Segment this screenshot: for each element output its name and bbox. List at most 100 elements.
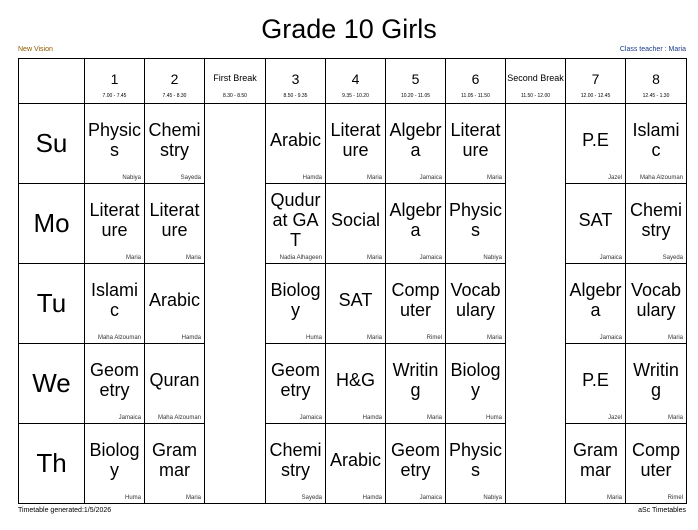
subject-name: Algebra (569, 279, 622, 320)
lesson-cell[interactable]: Writing Maria (625, 343, 687, 424)
lesson-cell[interactable]: Algebra Jamaica (565, 263, 626, 344)
lesson-cell[interactable]: Biology Huma (84, 423, 145, 504)
period-label: 4 (351, 71, 360, 87)
lesson-cell[interactable]: Grammar Maria (144, 423, 205, 504)
period-time: 7.45 - 8.30 (162, 93, 187, 99)
break-cell (204, 103, 266, 504)
teacher-name: Jazel (607, 415, 622, 421)
period-header: 5 10.20 - 11.05 (385, 58, 446, 104)
lesson-cell[interactable]: Literature Maria (325, 103, 386, 184)
period-header: 3 8.50 - 9.35 (265, 58, 326, 104)
subject-name: Geometry (89, 359, 140, 400)
lesson-cell[interactable]: SAT Jamaica (565, 183, 626, 264)
lesson-cell[interactable]: P.E Jazel (565, 103, 626, 184)
lesson-cell[interactable]: Vocabulary Maria (445, 263, 506, 344)
lesson-cell[interactable]: Literature Maria (144, 183, 205, 264)
day-label: Mo (18, 183, 85, 264)
subject-name: Chemistry (148, 119, 201, 160)
teacher-name: Maria (185, 255, 201, 261)
teacher-name: Nabiya (483, 255, 502, 261)
subject-name: Chemistry (269, 439, 322, 480)
lesson-cell[interactable]: Computer Rimel (385, 263, 446, 344)
period-label: 1 (110, 71, 119, 87)
lesson-cell[interactable]: Physics Nabiya (445, 423, 506, 504)
lesson-cell[interactable]: Geometry Jamaica (385, 423, 446, 504)
lesson-cell[interactable]: Biology Huma (265, 263, 326, 344)
lesson-cell[interactable]: Arabic Hamda (265, 103, 326, 184)
teacher-name: Huma (124, 495, 141, 501)
header-row: 1 7.00 - 7.45 2 7.45 - 8.30 First Break 8.30 … (18, 58, 687, 104)
day-label: We (18, 343, 85, 424)
subject-name: Qudurat GAT (270, 189, 321, 250)
teacher-name: Maria (667, 415, 683, 421)
lesson-cell[interactable]: P.E Jazel (565, 343, 626, 424)
day-label: Tu (18, 263, 85, 344)
lesson-cell[interactable]: H&G Hamda (325, 343, 386, 424)
lesson-cell[interactable]: Geometry Jamaica (265, 343, 326, 424)
subject-name: Arabic (329, 449, 382, 470)
lesson-cell[interactable]: Quran Maha Alzouman (144, 343, 205, 424)
subject-name: Literature (450, 119, 501, 160)
period-header: First Break 8.30 - 8.50 (204, 58, 266, 104)
subject-name: Literature (330, 119, 381, 160)
lesson-cell[interactable]: Arabic Hamda (144, 263, 205, 344)
day-row: Tu Islamic Maha Alzouman Arabic Hamda Biology… (18, 263, 687, 344)
lesson-cell[interactable]: Grammar Maria (565, 423, 626, 504)
teacher-name: Maria (606, 495, 622, 501)
lesson-cell[interactable]: Islamic Maha Alzouman (84, 263, 145, 344)
lesson-cell[interactable]: Arabic Hamda (325, 423, 386, 504)
lesson-cell[interactable]: Literature Maria (84, 183, 145, 264)
period-time: 10.20 - 11.05 (400, 93, 431, 99)
lesson-cell[interactable]: Computer Rimel (625, 423, 687, 504)
period-label: 7 (591, 71, 600, 87)
lesson-cell[interactable]: Vocabulary Maria (625, 263, 687, 344)
teacher-name: Nabiya (122, 175, 141, 181)
teacher-name: Maria (185, 495, 201, 501)
subject-name: Arabic (269, 129, 322, 150)
lesson-cell[interactable]: Social Maria (325, 183, 386, 264)
lesson-cell[interactable]: Qudurat GAT Nadia Alhageen (265, 183, 326, 264)
teacher-name: Jamaica (299, 415, 322, 421)
period-header: 2 7.45 - 8.30 (144, 58, 205, 104)
subject-name: Computer (391, 279, 440, 320)
subject-name: Grammar (152, 439, 197, 480)
school-name: New Vision (18, 46, 53, 53)
lesson-cell[interactable]: Physics Nabiya (84, 103, 145, 184)
subject-name: Literature (149, 199, 200, 240)
lesson-cell[interactable]: Chemistry Sayeda (144, 103, 205, 184)
lesson-cell[interactable]: Chemistry Sayeda (625, 183, 687, 264)
teacher-name: Maria (486, 175, 502, 181)
subject-name: Literature (89, 199, 140, 240)
lesson-cell[interactable]: Literature Maria (445, 103, 506, 184)
lesson-cell[interactable]: Physics Nabiya (445, 183, 506, 264)
subject-name: Physics (449, 439, 503, 480)
lesson-cell[interactable]: SAT Maria (325, 263, 386, 344)
lesson-cell[interactable]: Chemistry Sayeda (265, 423, 326, 504)
teacher-name: Maria (366, 335, 382, 341)
lesson-cell[interactable]: Algebra Jamaica (385, 103, 446, 184)
subject-name: Biology (89, 439, 140, 480)
teacher-name: Huma (485, 415, 502, 421)
teacher-name: Hamda (362, 495, 382, 501)
teacher-name: Jamaica (118, 415, 141, 421)
subject-name: Geometry (390, 439, 441, 480)
subject-name: Quran (149, 369, 200, 390)
teacher-name: Maria (366, 255, 382, 261)
period-header: Second Break 11.50 - 12.00 (505, 58, 566, 104)
break-cell (505, 103, 566, 504)
teacher-name: Sayeda (301, 495, 322, 501)
period-label: First Break (213, 73, 257, 83)
lesson-cell[interactable]: Geometry Jamaica (84, 343, 145, 424)
period-time: 8.30 - 8.50 (223, 93, 247, 99)
lesson-cell[interactable]: Algebra Jamaica (385, 183, 446, 264)
subject-name: Chemistry (629, 199, 682, 240)
teacher-name: Hamda (302, 175, 322, 181)
teacher-name: Maha Alzouman (639, 175, 683, 181)
subject-name: Physics (88, 119, 142, 160)
subject-name: Islamic (90, 279, 138, 320)
lesson-cell[interactable]: Biology Huma (445, 343, 506, 424)
lesson-cell[interactable]: Writing Maria (385, 343, 446, 424)
day-label: Su (18, 103, 85, 184)
subject-name: Biology (450, 359, 501, 400)
lesson-cell[interactable]: Islamic Maha Alzouman (625, 103, 687, 184)
